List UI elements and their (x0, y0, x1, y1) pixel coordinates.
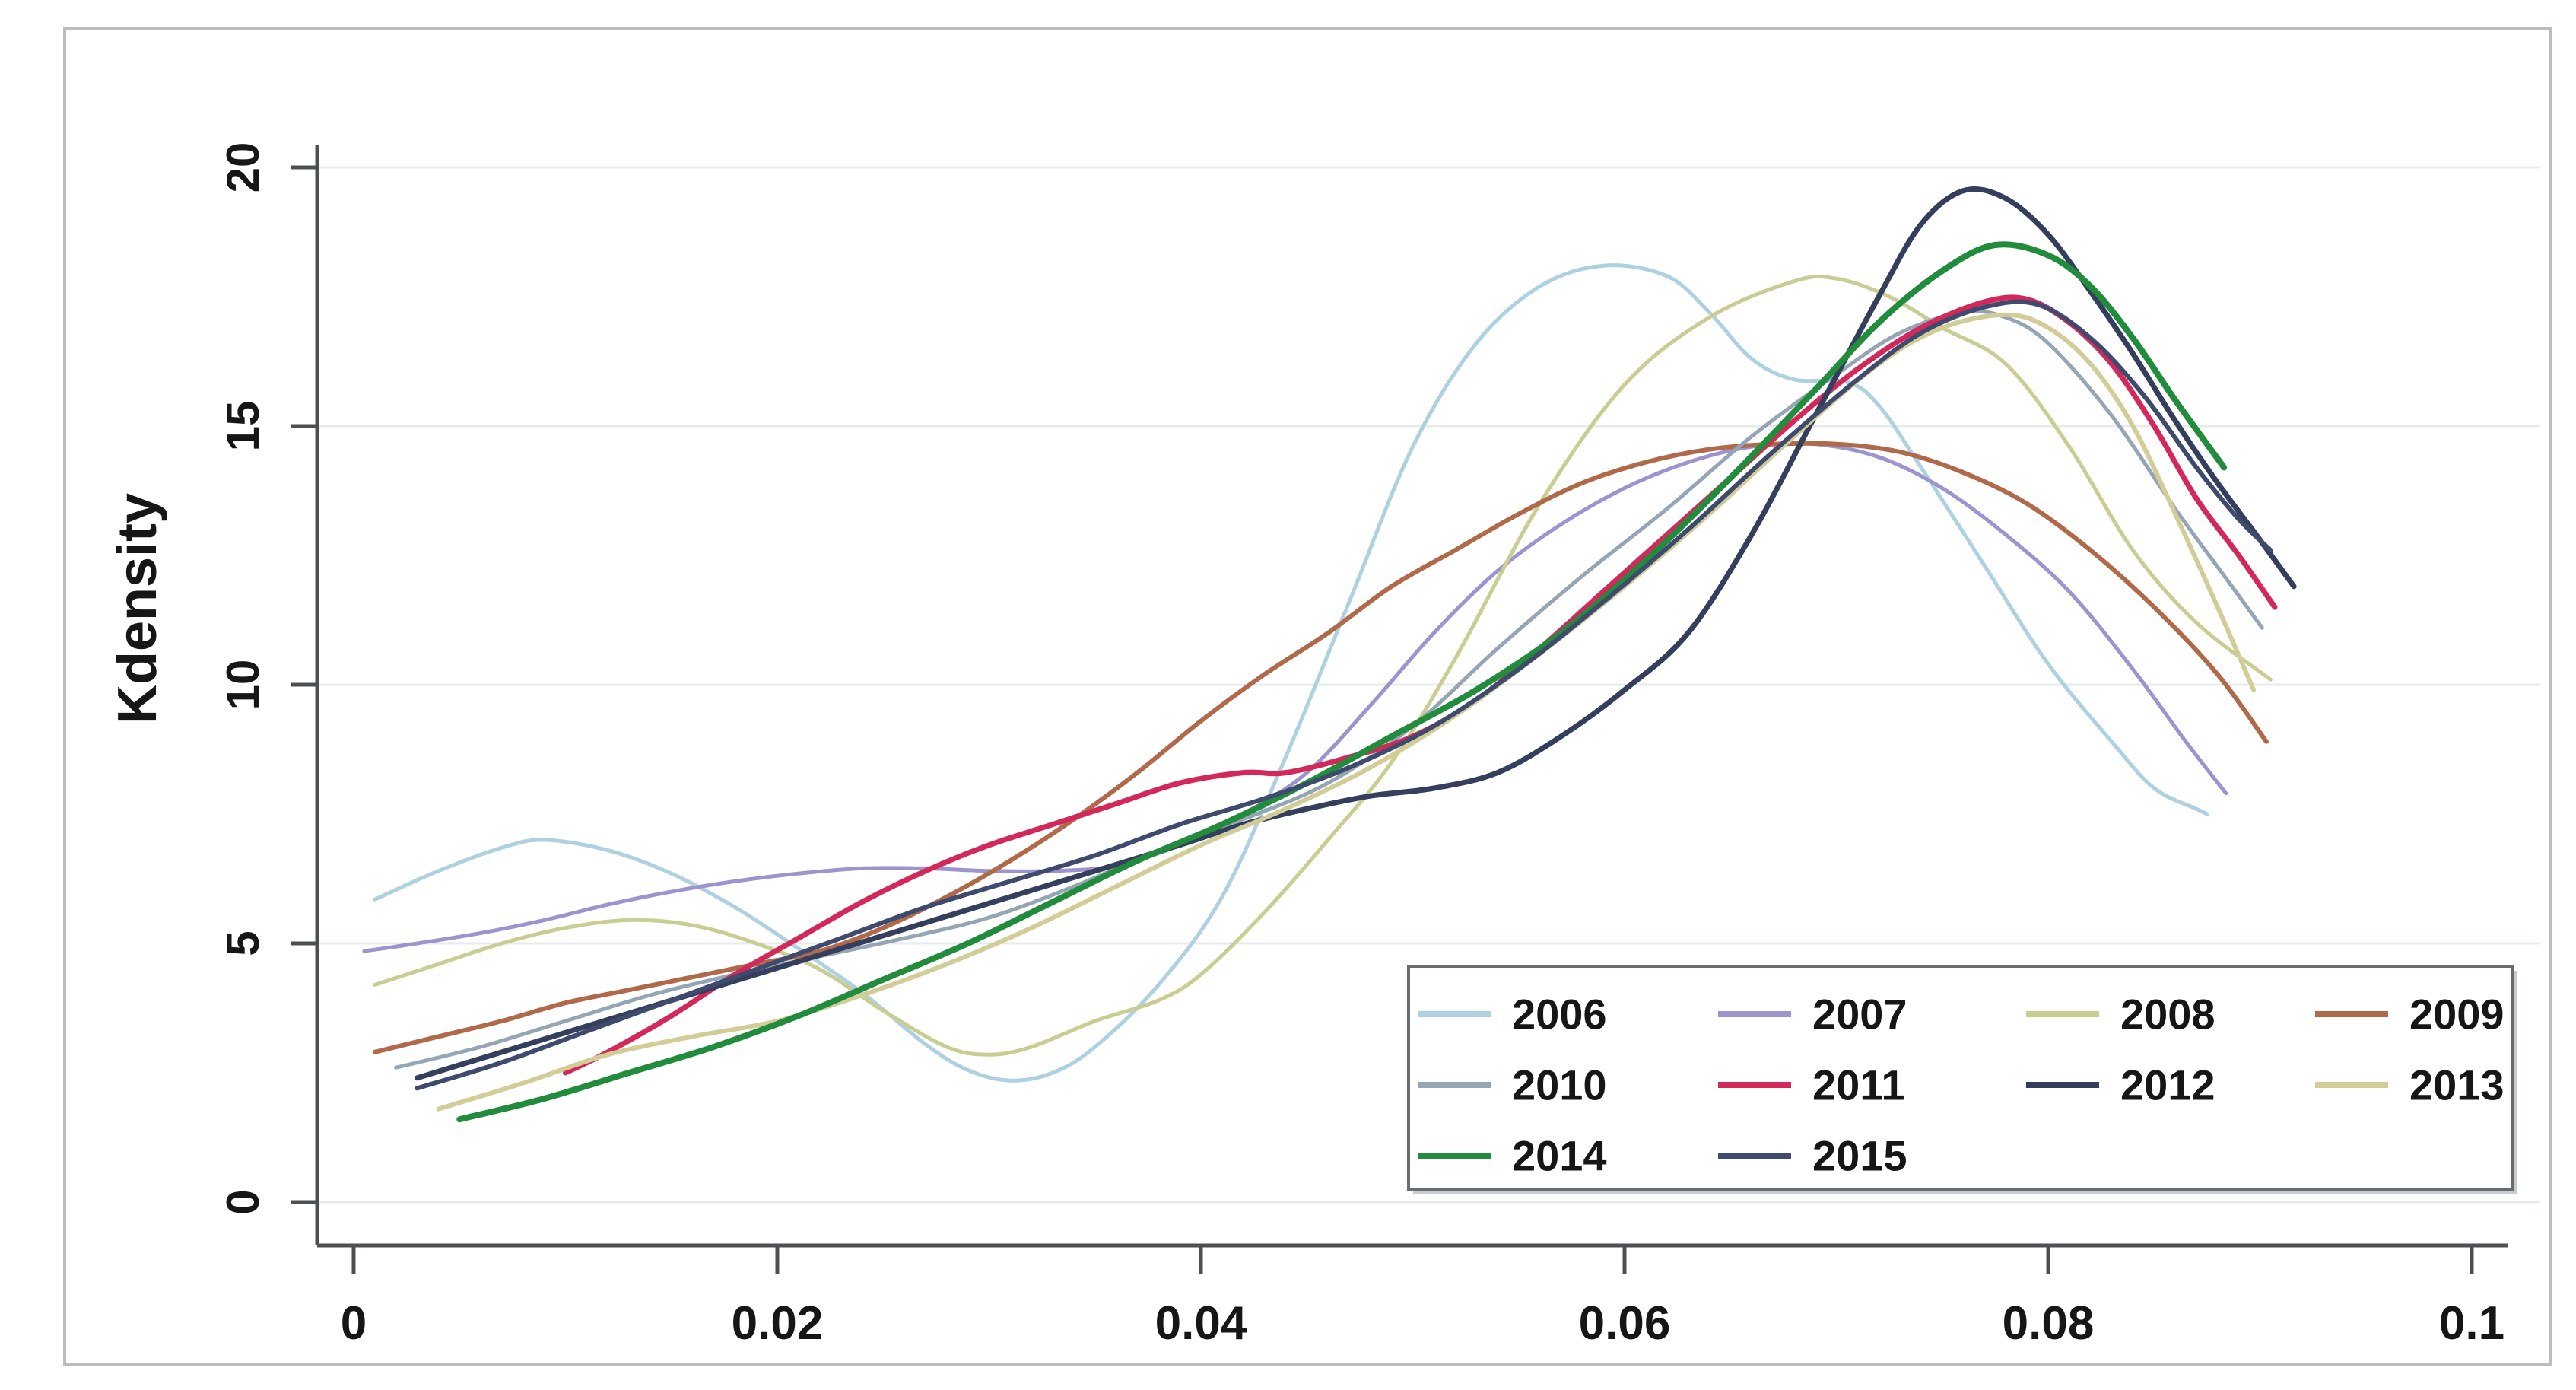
x-tick-label-0.04: 0.04 (1155, 1297, 1247, 1350)
legend-label-2008: 2008 (2120, 991, 2215, 1039)
y-tick-label-15: 15 (218, 401, 268, 452)
series-2009 (372, 441, 2269, 1054)
series-2015 (415, 299, 2273, 1091)
legend-label-2015: 2015 (1812, 1132, 1907, 1180)
legend-item-2014: 2014 (1418, 1132, 1607, 1180)
series-2012 (415, 186, 2297, 1081)
legend-item-2015: 2015 (1718, 1132, 1907, 1180)
series-2007 (362, 441, 2228, 953)
series-2006 (373, 263, 2209, 1083)
legend-item-2008: 2008 (2026, 991, 2215, 1039)
y-tick-label-5: 5 (218, 930, 268, 956)
legend-box (1407, 965, 2514, 1191)
series-2010 (394, 309, 2264, 1070)
legend-label-2010: 2010 (1512, 1061, 1607, 1109)
series-2008 (373, 274, 2273, 1057)
x-tick-label-0.08: 0.08 (2003, 1297, 2095, 1350)
legend-label-2014: 2014 (1512, 1132, 1607, 1180)
x-tick-label-0.1: 0.1 (2439, 1297, 2505, 1350)
y-tick-label-20: 20 (218, 142, 268, 193)
legend-item-2012: 2012 (2026, 1061, 2215, 1109)
legend-item-2011: 2011 (1718, 1061, 1905, 1109)
y-axis-title: Kdensity (107, 493, 168, 724)
y-tick-label-10: 10 (218, 660, 268, 711)
legend-label-2013: 2013 (2409, 1061, 2505, 1109)
legend-label-2012: 2012 (2120, 1061, 2215, 1109)
y-tick-label-0: 0 (218, 1189, 268, 1214)
x-tick-label-0: 0 (341, 1297, 367, 1350)
legend-label-2006: 2006 (1512, 991, 1607, 1039)
legend-label-2011: 2011 (1812, 1061, 1905, 1109)
x-tick-label-0.02: 0.02 (732, 1297, 824, 1350)
legend-item-2006: 2006 (1418, 991, 1607, 1039)
series-2014 (456, 241, 2228, 1123)
legend-item-2007: 2007 (1718, 991, 1907, 1039)
legend-label-2007: 2007 (1812, 991, 1907, 1039)
legend-label-2009: 2009 (2409, 991, 2505, 1039)
x-tick-label-0.06: 0.06 (1579, 1297, 1671, 1350)
legend-item-2010: 2010 (1418, 1061, 1607, 1109)
legend-item-2009: 2009 (2315, 991, 2505, 1039)
figure-border (63, 27, 2552, 1366)
legend-item-2013: 2013 (2315, 1061, 2505, 1109)
